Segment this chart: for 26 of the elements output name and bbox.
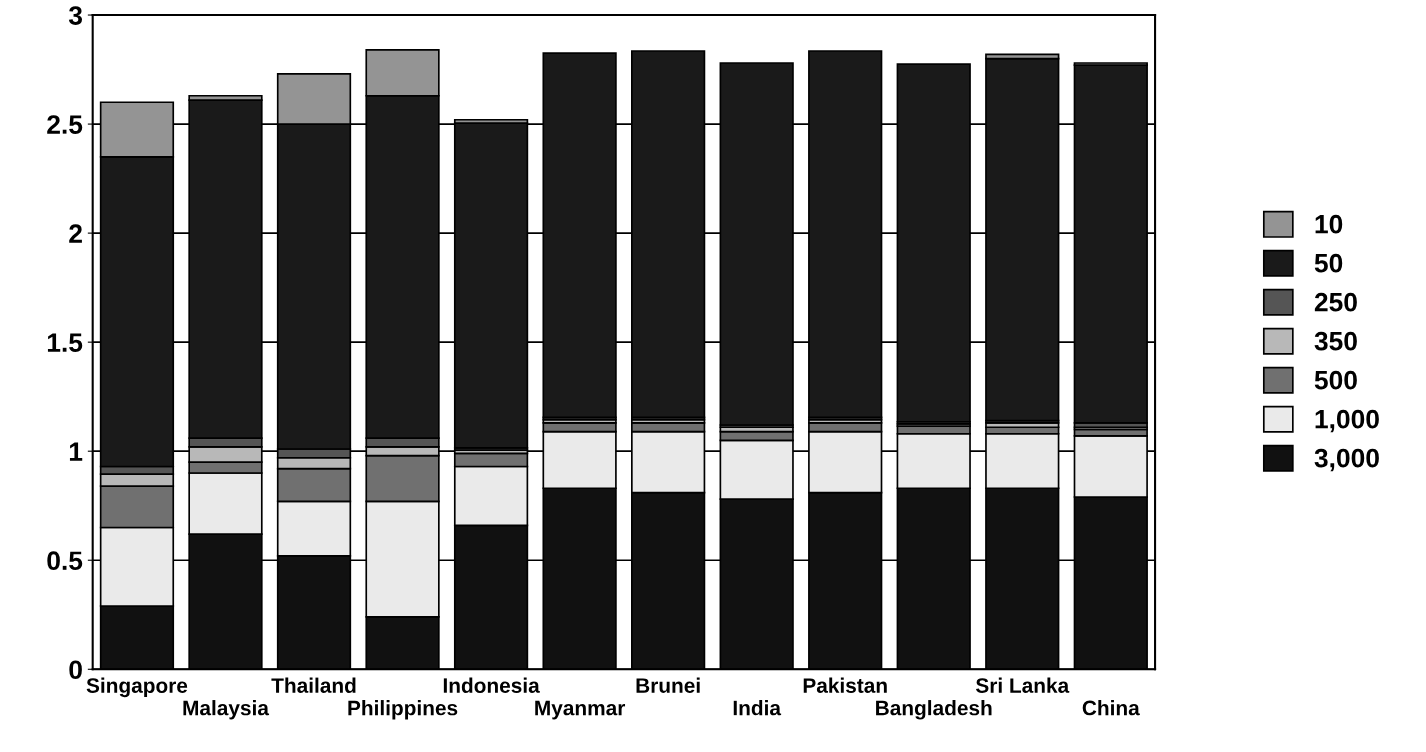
x-tick-label: Myanmar [535, 700, 626, 720]
x-tick-label: Thailand [271, 677, 356, 693]
legend-label: 3,000 [1314, 448, 1379, 472]
x-tick-label: Bangladesh [876, 700, 992, 720]
y-tick-label: 2 [69, 224, 82, 243]
y-tick-label: 3 [68, 6, 83, 25]
x-tick-label: Sri Lanka [975, 677, 1070, 693]
x-tick-label: Indonesia [443, 677, 540, 693]
y-tick-label: 2.5 [47, 115, 83, 134]
y-tick-label: 0 [69, 660, 82, 680]
legend-label: 500 [1314, 370, 1357, 390]
x-tick-label: Pakistan [803, 677, 887, 693]
x-tick-label: Philippines [348, 700, 458, 720]
x-tick-label: India [733, 700, 782, 716]
legend-label: 250 [1314, 292, 1357, 312]
legend-label: 10 [1315, 214, 1343, 234]
legend-label: 350 [1314, 331, 1357, 351]
x-tick-label: China [1082, 700, 1140, 716]
x-tick-label: Singapore [86, 677, 188, 698]
legend-label: 50 [1314, 253, 1343, 273]
y-tick-label: 1 [69, 442, 83, 461]
y-tick-label: 1.5 [47, 333, 83, 352]
x-tick-label: Malaysia [183, 700, 270, 720]
x-tick-label: Brunei [636, 677, 700, 693]
legend-label: 1,000 [1315, 409, 1379, 433]
y-tick-label: 0.5 [47, 551, 83, 571]
